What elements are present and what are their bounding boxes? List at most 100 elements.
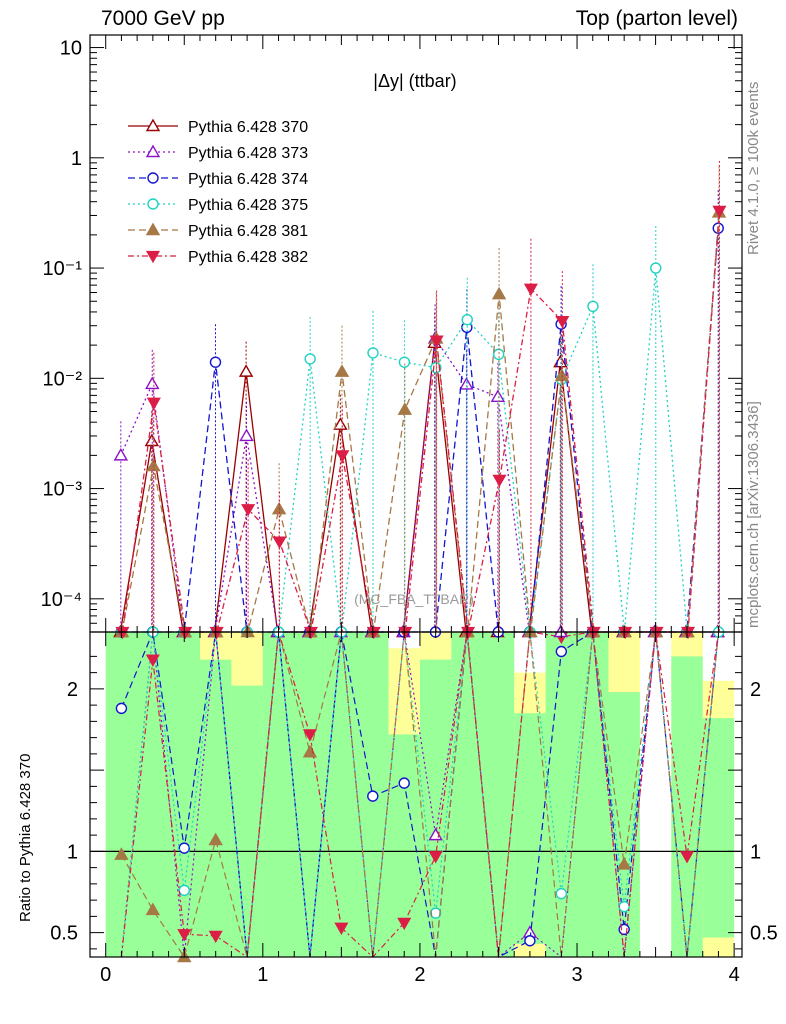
ratio-point (145, 902, 161, 916)
ratio-point (524, 935, 536, 947)
ratio-point (334, 922, 349, 935)
ratio-frame (89, 631, 743, 958)
legend-marker (147, 172, 159, 184)
data-point (649, 626, 664, 640)
band-green (702, 718, 735, 938)
band-green (671, 656, 703, 957)
data-point (491, 286, 507, 300)
data-point (429, 335, 444, 348)
data-point (241, 504, 256, 517)
legend-marker (147, 198, 159, 210)
data-point (239, 428, 254, 442)
data-point (555, 316, 570, 329)
ratio-line (120, 631, 720, 959)
data-point (145, 376, 160, 390)
ratio-point (145, 654, 160, 667)
legend-entry: Pythia 6.428 375 (128, 197, 308, 214)
ratio-y-tick-label: 2 (67, 679, 78, 701)
data-point (113, 447, 129, 461)
ratio-point (177, 929, 192, 942)
band-green (231, 685, 263, 957)
ratio-point (114, 847, 129, 860)
ratio-point (178, 842, 190, 854)
x-tick-label: 4 (729, 964, 740, 986)
ratio-point (618, 900, 630, 913)
axes-frames (89, 34, 743, 958)
legend-entry: Pythia 6.428 373 (128, 144, 308, 162)
main-y-tick-label: 1 (71, 148, 82, 170)
ratio-line (120, 631, 720, 959)
data-point (209, 626, 224, 640)
ratio-point (616, 856, 632, 870)
data-point (490, 389, 506, 402)
data-point (303, 626, 318, 640)
data-point (650, 262, 662, 274)
x-tick-label: 2 (414, 964, 425, 986)
ratio-point (208, 832, 223, 846)
ratio-point (428, 851, 443, 864)
data-point (304, 353, 316, 365)
ratio-uncertainty-bands (90, 632, 742, 957)
legend-entry: Pythia 6.428 381 (128, 222, 308, 240)
series-pythia-6-428-373 (113, 304, 726, 638)
data-point (461, 626, 476, 640)
x-tick-label: 0 (100, 964, 111, 986)
data-point (461, 314, 473, 326)
band-green (514, 713, 546, 944)
data-point (398, 626, 413, 640)
main-y-tick-label: 10⁻⁴ (41, 589, 82, 611)
data-point (146, 397, 161, 410)
rivet-version-label: Rivet 4.1.0, ≥ 100k events (745, 81, 762, 255)
series-line (121, 228, 719, 633)
data-point (586, 626, 601, 640)
ratio-point (429, 907, 442, 919)
ratio-point (302, 729, 317, 742)
header-process-label: Top (parton level) (575, 7, 738, 30)
ratio-y-tick-label-right: 1 (750, 841, 761, 863)
plot-title: |Δy| (ttbar) (373, 71, 456, 91)
axis-ticks (90, 35, 742, 957)
legend-entry: Pythia 6.428 382 (128, 249, 308, 266)
ratio-y-tick-label-right: 2 (750, 679, 761, 701)
mcplots-credit-label: mcplots.cern.ch [arXiv:1306.3436] (745, 401, 762, 628)
data-point (397, 402, 413, 415)
data-point (587, 300, 599, 312)
series-line (121, 268, 719, 633)
data-point (367, 347, 379, 359)
data-point (115, 626, 130, 640)
ratio-point (679, 851, 695, 864)
main-y-tick-label: 10⁻² (43, 368, 83, 390)
data-point (144, 433, 160, 447)
main-y-tick-label: 10 (60, 38, 82, 60)
series-line (121, 210, 721, 635)
legend-marker (145, 118, 161, 132)
data-point (333, 417, 348, 430)
band-green (199, 659, 232, 957)
ratio-point (178, 884, 190, 897)
ratio-point (555, 645, 568, 658)
data-point (712, 205, 727, 219)
legend-entry: Pythia 6.428 374 (128, 171, 308, 188)
data-point (680, 626, 696, 640)
legend-label: Pythia 6.428 375 (188, 197, 308, 214)
data-point (459, 377, 474, 390)
data-point (335, 450, 350, 463)
legend-entry: Pythia 6.428 370 (128, 118, 308, 136)
data-point (398, 356, 411, 368)
data-point (523, 283, 538, 296)
legend-marker (145, 144, 161, 158)
data-point (492, 474, 507, 488)
ratio-line (120, 631, 720, 958)
ratio-y-tick-label: 1 (67, 841, 78, 863)
data-point (272, 536, 287, 549)
ratio-point (208, 930, 223, 944)
ratio-y-tick-label: 0.5 (50, 923, 78, 945)
data-point (238, 364, 254, 377)
ratio-point (397, 917, 412, 931)
ratio-axis-label: Ratio to Pythia 6.428 370 (17, 753, 34, 922)
ratio-point (398, 777, 410, 789)
ratio-point (555, 887, 568, 900)
legend-label: Pythia 6.428 370 (188, 119, 308, 136)
main-y-tick-label: 10⁻³ (43, 479, 83, 501)
